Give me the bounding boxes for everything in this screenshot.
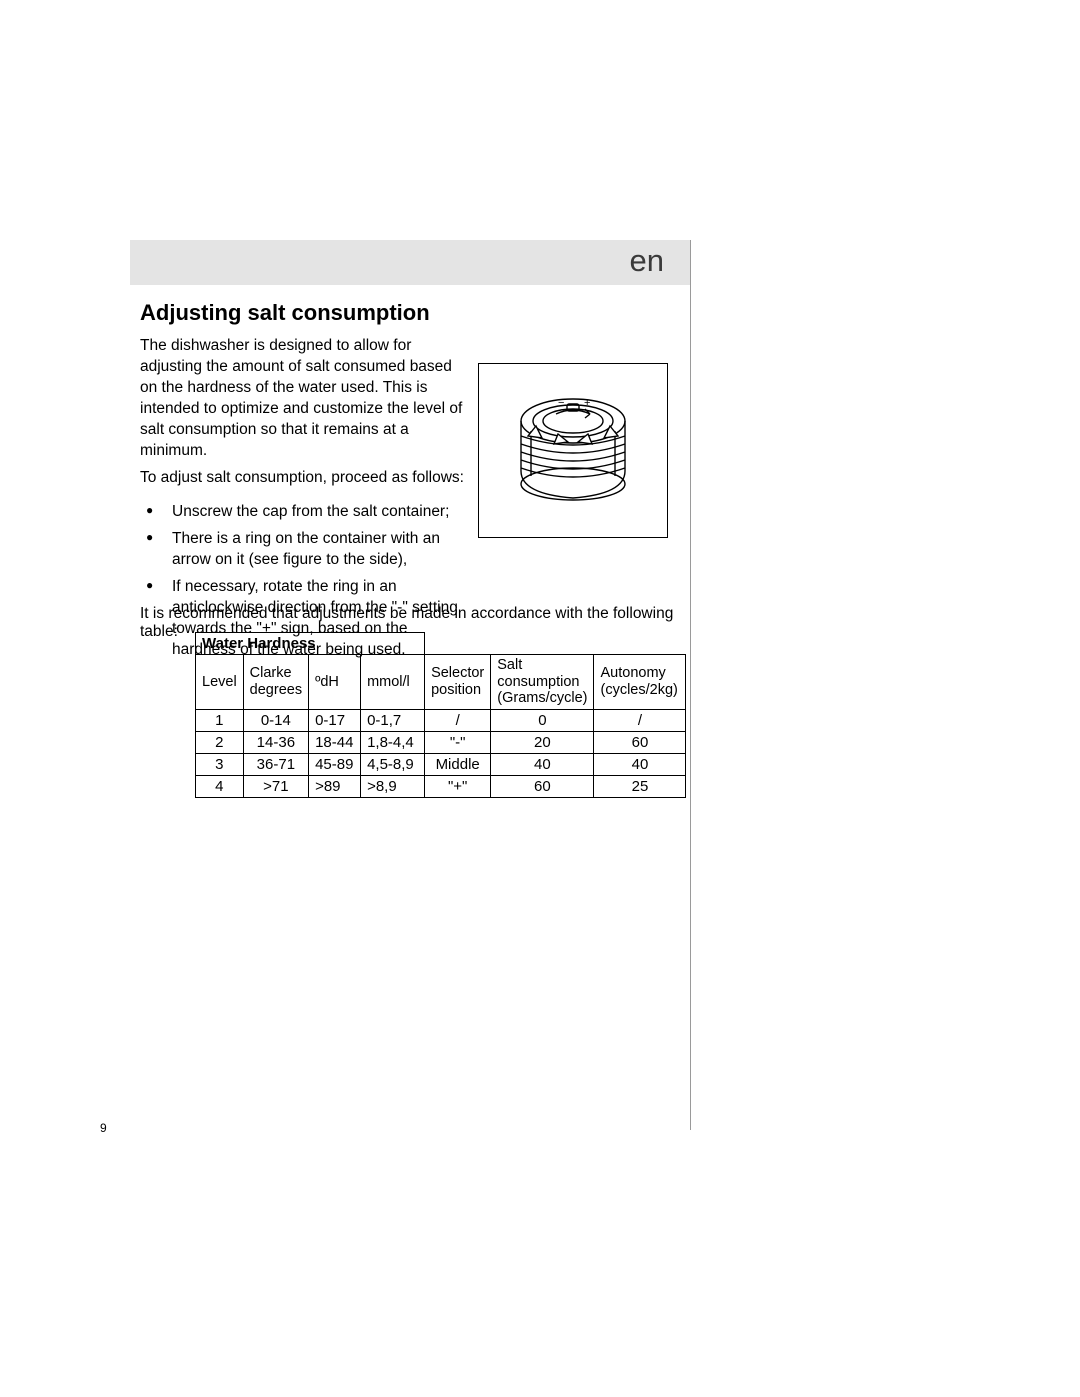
salt-cap-icon: − + xyxy=(498,376,648,526)
page-number: 9 xyxy=(100,1121,107,1135)
svg-text:−: − xyxy=(558,397,564,409)
cell: / xyxy=(594,710,686,732)
instructions-lead: To adjust salt consumption, proceed as f… xyxy=(140,468,470,489)
cell: 20 xyxy=(491,732,594,754)
section-title: Adjusting salt consumption xyxy=(140,300,680,326)
cell: >8,9 xyxy=(361,776,425,798)
cell: 1,8-4,4 xyxy=(361,732,425,754)
cell: 14-36 xyxy=(243,732,308,754)
language-label: en xyxy=(630,243,664,279)
col-autonomy: Autonomy (cycles/2kg) xyxy=(594,655,686,710)
cell: 0-17 xyxy=(309,710,361,732)
cell: 36-71 xyxy=(243,754,308,776)
manual-page: en Adjusting salt consumption The dishwa… xyxy=(0,0,1080,1397)
table-row: 3 36-71 45-89 4,5-8,9 Middle 40 40 xyxy=(196,754,686,776)
water-hardness-table: Water Hardness Level Clarke degrees ºdH … xyxy=(195,632,686,798)
hardness-table-wrap: Water Hardness Level Clarke degrees ºdH … xyxy=(195,632,686,798)
cell: >89 xyxy=(309,776,361,798)
list-item: There is a ring on the container with an… xyxy=(162,529,470,571)
cell: Middle xyxy=(425,754,491,776)
cell: 0-14 xyxy=(243,710,308,732)
table-row: 2 14-36 18-44 1,8-4,4 "-" 20 60 xyxy=(196,732,686,754)
header-band: en xyxy=(130,240,690,285)
cell: 60 xyxy=(594,732,686,754)
col-mmol: mmol/l xyxy=(361,655,425,710)
cell: 40 xyxy=(491,754,594,776)
cell: 18-44 xyxy=(309,732,361,754)
col-level: Level xyxy=(196,655,244,710)
list-item: Unscrew the cap from the salt container; xyxy=(162,502,470,523)
cell: 40 xyxy=(594,754,686,776)
intro-paragraph: The dishwasher is designed to allow for … xyxy=(140,336,470,462)
cell: 1 xyxy=(196,710,244,732)
cell: >71 xyxy=(243,776,308,798)
table-row: 1 0-14 0-17 0-1,7 / 0 / xyxy=(196,710,686,732)
cell: 3 xyxy=(196,754,244,776)
cell: "+" xyxy=(425,776,491,798)
table-group-header: Water Hardness xyxy=(196,633,425,655)
cell: 4 xyxy=(196,776,244,798)
cell: "-" xyxy=(425,732,491,754)
table-row: 4 >71 >89 >8,9 "+" 60 25 xyxy=(196,776,686,798)
cell: 0-1,7 xyxy=(361,710,425,732)
cell: 4,5-8,9 xyxy=(361,754,425,776)
salt-cap-figure: − + xyxy=(478,363,668,538)
svg-text:+: + xyxy=(584,397,590,409)
cell: / xyxy=(425,710,491,732)
table-spacer xyxy=(425,633,686,655)
col-clarke: Clarke degrees xyxy=(243,655,308,710)
cell: 25 xyxy=(594,776,686,798)
cell: 60 xyxy=(491,776,594,798)
col-selector: Selector position xyxy=(425,655,491,710)
col-dh: ºdH xyxy=(309,655,361,710)
vertical-divider xyxy=(690,240,691,1130)
cell: 45-89 xyxy=(309,754,361,776)
cell: 0 xyxy=(491,710,594,732)
cell: 2 xyxy=(196,732,244,754)
col-salt: Salt consumption (Grams/cycle) xyxy=(491,655,594,710)
